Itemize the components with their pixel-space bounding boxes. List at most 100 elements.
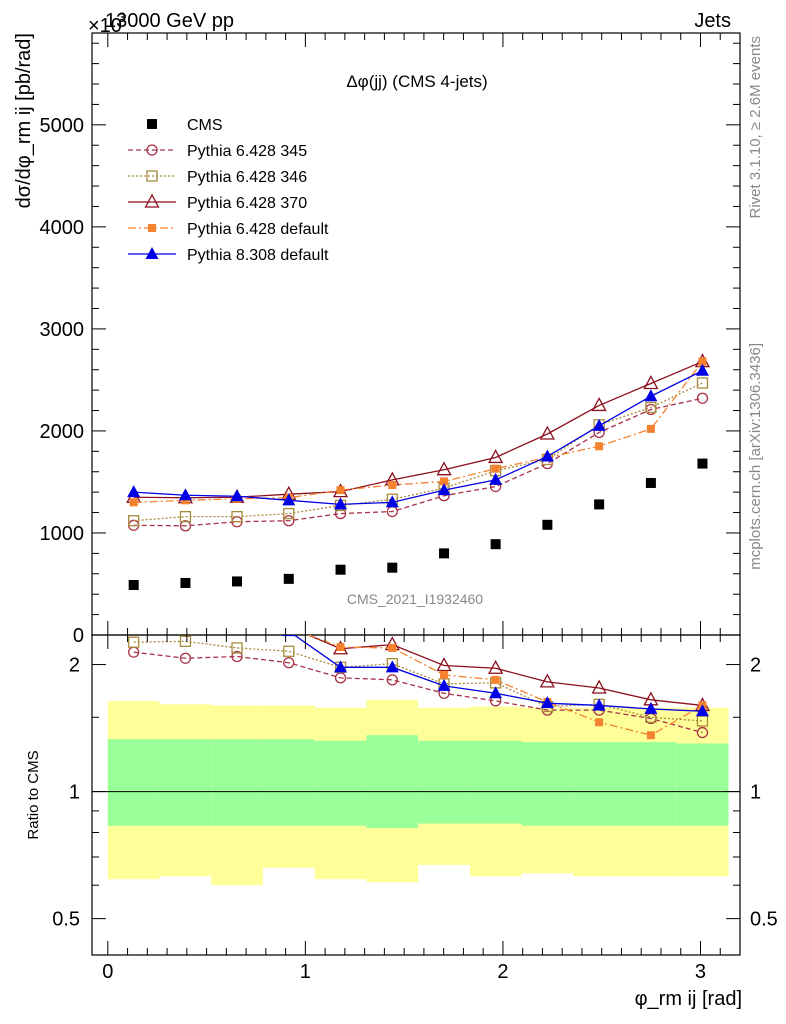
ratio-series-line — [293, 635, 703, 712]
x-tick-label: 0 — [102, 961, 113, 983]
ratio-data-point — [388, 643, 397, 652]
x-tick-label: 2 — [497, 961, 508, 983]
ratio-data-point — [644, 701, 658, 714]
main-data-point — [539, 425, 555, 440]
main-data-point — [179, 520, 192, 532]
legend-marker — [145, 247, 159, 259]
main-data-point — [540, 449, 554, 462]
ratio-data-point — [283, 645, 295, 657]
ratio-band-inner-bin — [573, 742, 626, 826]
ratio-series-line — [306, 635, 703, 707]
main-data-point — [698, 357, 707, 366]
ratio-data-point — [130, 608, 138, 616]
main-data-point — [646, 424, 655, 433]
ratio-band-inner-bin — [625, 742, 677, 826]
main-series-line — [133, 361, 703, 504]
ratio-y-tick-label-right: 0.5 — [750, 909, 778, 931]
ratio-data-point — [386, 674, 398, 686]
main-data-point — [488, 449, 504, 464]
ratio-data-point — [540, 696, 554, 709]
ratio-data-point — [282, 635, 296, 637]
ratio-band-inner-bin — [262, 739, 315, 826]
main-data-point — [696, 392, 709, 404]
ratio-data-point — [334, 660, 348, 673]
ratio-data-point — [233, 617, 241, 625]
ratio-data-point — [646, 731, 655, 740]
ratio-series-line — [133, 640, 703, 722]
ratio-series-5 — [127, 592, 709, 717]
ratio-y-tick-label: 2 — [69, 655, 80, 677]
main-data-point — [128, 515, 140, 527]
ratio-data-point — [283, 657, 295, 669]
main-y-tick-label: 1000 — [40, 523, 85, 545]
ratio-data-point — [231, 650, 243, 663]
ratio-data-point — [491, 675, 500, 684]
main-data-point — [231, 510, 243, 523]
ratio-data-point — [696, 726, 709, 739]
ratio-data-point — [539, 673, 555, 688]
ratio-data-point — [179, 635, 192, 647]
ratio-band-inner-bin — [314, 740, 367, 826]
legend-marker — [147, 119, 157, 129]
main-data-point — [230, 489, 244, 502]
ratio-data-point — [595, 718, 604, 727]
ratio-series-3 — [127, 599, 711, 712]
main-data-point — [181, 496, 190, 505]
main-series-0 — [128, 458, 708, 591]
x-tick-label: 3 — [695, 961, 706, 983]
legend-marker — [146, 170, 158, 182]
ratio-data-point — [128, 636, 140, 648]
main-series-3 — [126, 353, 711, 504]
main-data-point — [282, 493, 296, 506]
rivet-version-label: Rivet 3.1.10, ≥ 2.6M events — [747, 36, 764, 219]
ratio-data-point — [127, 592, 140, 604]
ratio-band-inner-bin — [521, 742, 574, 826]
ratio-data-point — [179, 603, 192, 615]
mcplots-label: mcplots.cern.ch [arXiv:1306.3436] — [747, 343, 764, 570]
ratio-data-point — [436, 657, 452, 672]
main-data-point — [695, 363, 709, 376]
ratio-band-inner-bin — [211, 739, 263, 826]
ratio-band-inner-bin — [469, 740, 522, 824]
x-tick-label: 1 — [300, 961, 311, 983]
main-data-point — [232, 576, 243, 587]
ratio-y-tick-label-right: 2 — [750, 655, 761, 677]
ratio-data-point — [440, 670, 449, 679]
ratio-data-point — [127, 599, 140, 611]
analysis-watermark: CMS_2021_I1932460 — [347, 591, 483, 607]
main-y-tick-label: 5000 — [40, 115, 85, 137]
plot-title: Δφ(jj) (CMS 4-jets) — [346, 72, 487, 91]
ratio-data-point — [181, 613, 189, 621]
main-data-point — [387, 562, 398, 573]
legend-marker — [146, 144, 158, 156]
header-exponent: ×10 — [88, 15, 122, 37]
ratio-band-inner-bin — [676, 743, 729, 826]
ratio-uncertainty-bands — [92, 699, 740, 886]
main-series-line — [133, 382, 703, 522]
ratio-data-point — [592, 698, 606, 711]
ratio-data-point — [591, 679, 607, 694]
main-data-point — [388, 481, 397, 490]
main-series-line — [133, 360, 703, 499]
main-data-point — [437, 483, 451, 496]
main-data-point — [592, 418, 606, 431]
main-data-point — [283, 573, 294, 584]
main-data-point — [644, 389, 658, 402]
main-data-point — [697, 458, 708, 469]
main-series-line — [133, 397, 703, 527]
legend-label: Pythia 6.428 370 — [187, 195, 307, 212]
main-data-point — [334, 497, 348, 510]
main-data-point — [180, 577, 191, 588]
ratio-data-point — [336, 643, 345, 652]
legend-label: CMS — [187, 117, 223, 134]
main-data-point — [439, 548, 450, 559]
main-plot-series — [126, 353, 711, 591]
ratio-series-line — [133, 651, 703, 734]
main-data-point — [336, 486, 345, 495]
ratio-y-tick-label: 1 — [69, 782, 80, 804]
main-data-point — [595, 442, 604, 451]
ratio-data-point — [231, 610, 244, 622]
main-data-point — [490, 539, 501, 550]
ratio-series-line — [306, 635, 703, 736]
